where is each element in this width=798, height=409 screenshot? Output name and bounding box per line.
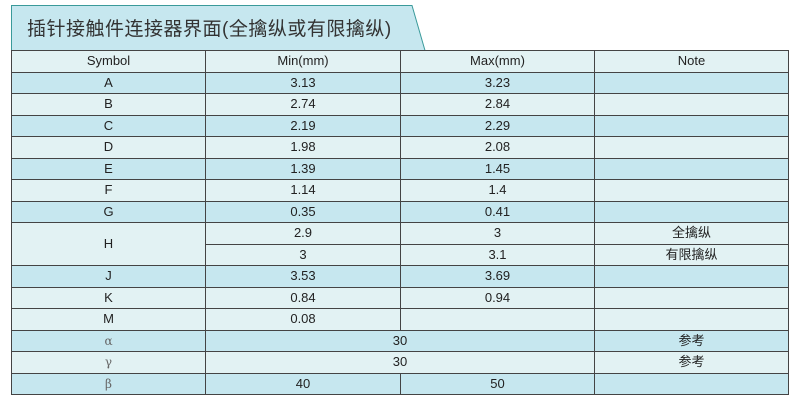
note-cell bbox=[594, 265, 789, 288]
table-row: M 0.08 bbox=[11, 308, 789, 331]
symbol-cell: G bbox=[11, 200, 206, 223]
note-cell: 全擒纵 bbox=[594, 222, 789, 245]
table-row: J 3.53 3.69 bbox=[11, 265, 789, 288]
table-row: E 1.39 1.45 bbox=[11, 157, 789, 180]
note-cell bbox=[594, 93, 789, 116]
note-cell: 参考 bbox=[594, 329, 789, 352]
header-note: Note bbox=[594, 50, 789, 73]
symbol-cell: α bbox=[11, 329, 206, 352]
header-max: Max(mm) bbox=[400, 50, 595, 73]
symbol-cell: A bbox=[11, 71, 206, 94]
value-cell: 30 bbox=[205, 351, 595, 374]
symbol-cell: B bbox=[11, 93, 206, 116]
note-cell bbox=[594, 71, 789, 94]
table-row: K 0.84 0.94 bbox=[11, 286, 789, 309]
note-cell: 有限擒纵 bbox=[594, 243, 789, 266]
max-cell: 3.69 bbox=[400, 265, 595, 288]
min-cell: 1.39 bbox=[205, 157, 401, 180]
max-cell: 2.29 bbox=[400, 114, 595, 137]
max-cell: 0.41 bbox=[400, 200, 595, 223]
table-row: B 2.74 2.84 bbox=[11, 93, 789, 116]
table-header-row: Symbol Min(mm) Max(mm) Note bbox=[11, 50, 789, 73]
note-cell bbox=[594, 179, 789, 202]
note-cell bbox=[594, 286, 789, 309]
header-symbol: Symbol bbox=[11, 50, 206, 73]
value-cell: 30 bbox=[205, 329, 595, 352]
symbol-cell: M bbox=[11, 308, 206, 331]
min-cell: 2.9 bbox=[205, 222, 401, 245]
table-row: α 30 参考 bbox=[11, 329, 789, 352]
symbol-cell: E bbox=[11, 157, 206, 180]
note-cell bbox=[594, 114, 789, 137]
symbol-cell: C bbox=[11, 114, 206, 137]
min-cell: 1.98 bbox=[205, 136, 401, 159]
table-row: F 1.14 1.4 bbox=[11, 179, 789, 202]
symbol-cell: F bbox=[11, 179, 206, 202]
header-min: Min(mm) bbox=[205, 50, 401, 73]
table-row: D 1.98 2.08 bbox=[11, 136, 789, 159]
title-tab: 插针接触件连接器界面(全擒纵或有限擒纵) bbox=[11, 5, 426, 51]
note-cell bbox=[594, 372, 789, 395]
note-cell: 参考 bbox=[594, 351, 789, 374]
symbol-cell: K bbox=[11, 286, 206, 309]
max-cell: 2.08 bbox=[400, 136, 595, 159]
min-cell: 2.74 bbox=[205, 93, 401, 116]
max-cell: 1.45 bbox=[400, 157, 595, 180]
symbol-cell: J bbox=[11, 265, 206, 288]
max-cell: 1.4 bbox=[400, 179, 595, 202]
min-cell: 1.14 bbox=[205, 179, 401, 202]
max-cell bbox=[400, 308, 595, 331]
max-cell: 50 bbox=[400, 372, 595, 395]
max-cell: 3 bbox=[400, 222, 595, 245]
min-cell: 3 bbox=[205, 243, 401, 266]
min-cell: 40 bbox=[205, 372, 401, 395]
table-row: γ 30 参考 bbox=[11, 351, 789, 374]
max-cell: 0.94 bbox=[400, 286, 595, 309]
page-title: 插针接触件连接器界面(全擒纵或有限擒纵) bbox=[27, 19, 392, 40]
note-cell bbox=[594, 157, 789, 180]
max-cell: 3.1 bbox=[400, 243, 595, 266]
tab-shape bbox=[11, 5, 426, 51]
note-cell bbox=[594, 136, 789, 159]
symbol-cell: H bbox=[11, 222, 206, 266]
min-cell: 2.19 bbox=[205, 114, 401, 137]
table-row: H 2.9 3 全擒纵 bbox=[11, 222, 789, 266]
symbol-cell: γ bbox=[11, 351, 206, 374]
table-row: G 0.35 0.41 bbox=[11, 200, 789, 223]
symbol-cell: D bbox=[11, 136, 206, 159]
table-row: A 3.13 3.23 bbox=[11, 71, 789, 94]
min-cell: 3.13 bbox=[205, 71, 401, 94]
min-cell: 0.84 bbox=[205, 286, 401, 309]
min-cell: 0.35 bbox=[205, 200, 401, 223]
symbol-cell: β bbox=[11, 372, 206, 395]
table-row: β 40 50 bbox=[11, 372, 789, 395]
max-cell: 2.84 bbox=[400, 93, 595, 116]
note-cell bbox=[594, 200, 789, 223]
table-row: C 2.19 2.29 bbox=[11, 114, 789, 137]
min-cell: 3.53 bbox=[205, 265, 401, 288]
min-cell: 0.08 bbox=[205, 308, 401, 331]
max-cell: 3.23 bbox=[400, 71, 595, 94]
note-cell bbox=[594, 308, 789, 331]
